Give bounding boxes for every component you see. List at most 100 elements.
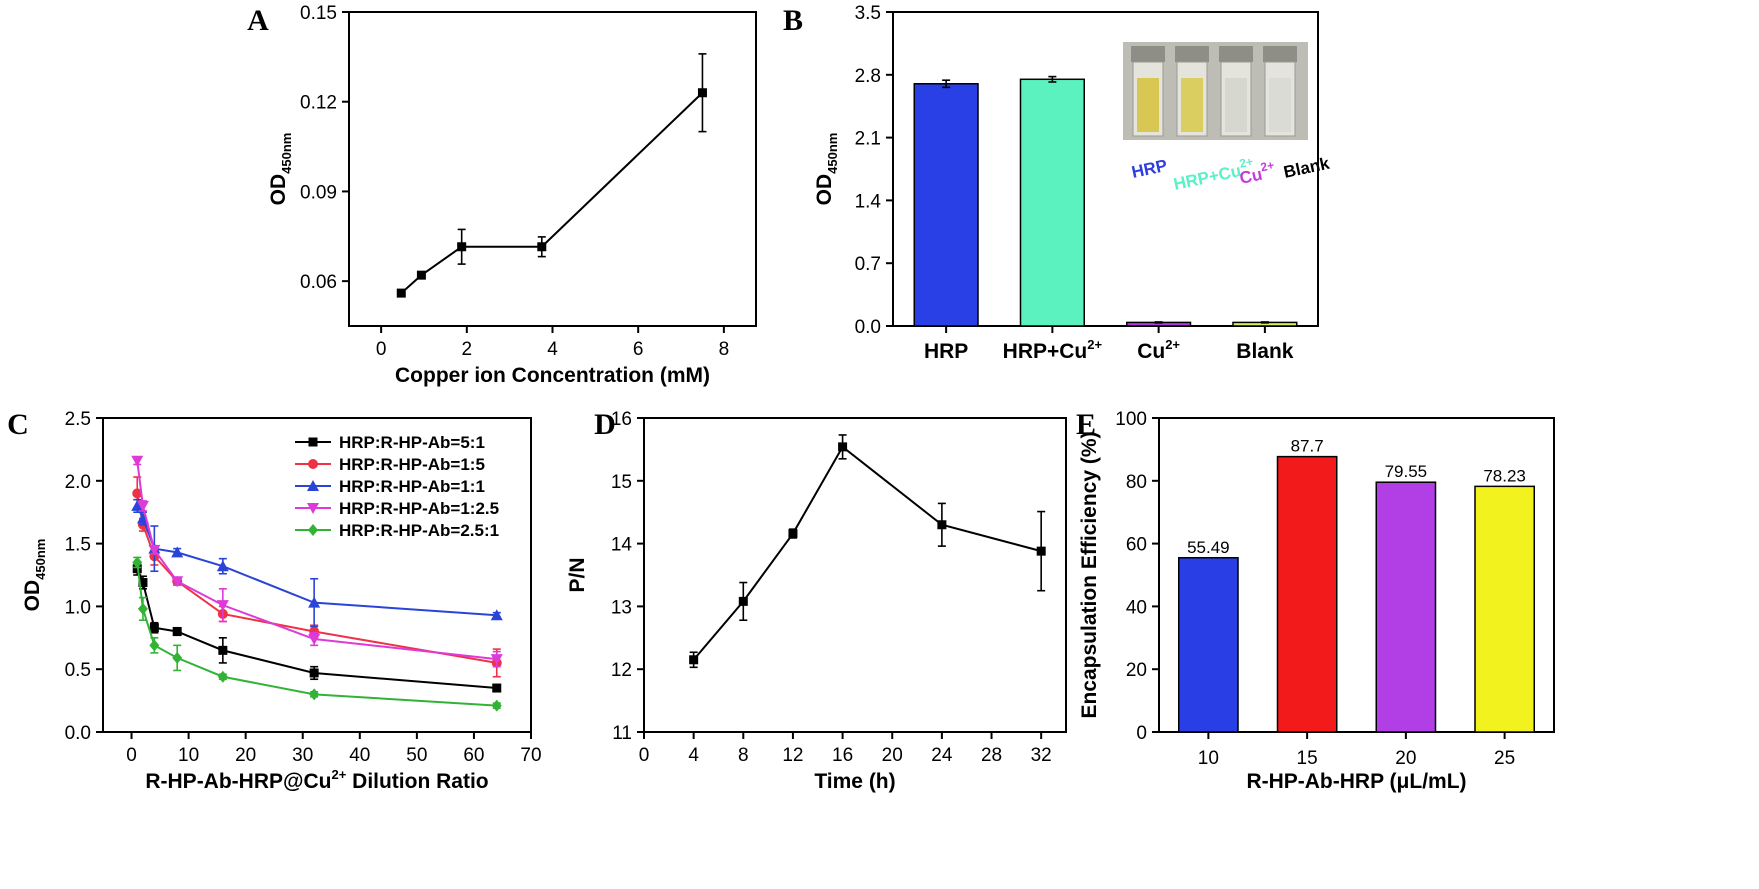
data-point <box>309 668 319 678</box>
x-tick-label: 16 <box>832 745 853 766</box>
y-tick-label: 14 <box>611 535 633 556</box>
data-point <box>132 556 143 569</box>
data-point <box>308 459 318 469</box>
data-point <box>136 500 149 512</box>
bar <box>1019 78 1085 327</box>
data-point <box>308 634 321 646</box>
legend-item: HRP:R-HP-Ab=2.5:1 <box>295 521 499 540</box>
data-point <box>689 655 699 665</box>
vial-liquid <box>1137 78 1159 132</box>
data-point <box>308 596 321 608</box>
data-point <box>838 442 848 452</box>
data-point <box>307 503 319 514</box>
vial-cap <box>1263 46 1297 62</box>
y-tick-label: 20 <box>1126 660 1147 681</box>
x-tick-label: 0 <box>126 745 137 766</box>
series-5 <box>132 556 502 712</box>
vial-liquid <box>1181 78 1203 132</box>
series-1 <box>396 53 707 298</box>
data-point <box>216 560 229 572</box>
y-tick-label: 0.0 <box>65 723 91 744</box>
data-point <box>490 609 503 621</box>
y-tick-label: 0.09 <box>300 182 337 203</box>
x-tick-label: 8 <box>738 745 749 766</box>
y-tick-label: 0.12 <box>300 93 337 114</box>
y-axis-label: Encapsulation Efficiency (%) <box>1078 431 1101 718</box>
data-point <box>137 602 148 615</box>
x-tick-label: 15 <box>1297 748 1318 769</box>
bar-value-label: 78.23 <box>1483 466 1526 485</box>
bar <box>913 83 979 327</box>
panel-letter: B <box>783 4 803 37</box>
x-tick-label: 20 <box>235 745 256 766</box>
y-tick-label: 2.8 <box>855 66 881 87</box>
data-point <box>1036 546 1046 556</box>
data-point <box>309 688 320 701</box>
data-point <box>396 288 406 298</box>
panel-e: E 0 20 40 60 80 100 Encapsulation Efficiency (%… <box>1076 408 1555 793</box>
x-tick-label: 4 <box>547 339 558 360</box>
data-point <box>307 480 319 491</box>
data-point <box>172 627 182 637</box>
legend-item: HRP:R-HP-Ab=1:1 <box>295 477 485 496</box>
x-tick-label: HRP+Cu2+ <box>1003 337 1103 363</box>
data-point <box>308 437 318 447</box>
legend-label: HRP:R-HP-Ab=1:5 <box>339 455 485 474</box>
panel-a: A 0.06 0.09 0.12 0.15 0 2 4 6 8 Copper ion Concent… <box>247 3 757 387</box>
panel-d: D 11 12 13 14 15 16 0 4 8 12 16 20 24 28 32 Time (h) P/N <box>566 408 1067 793</box>
y-tick-label: 1.5 <box>65 535 91 556</box>
data-point <box>216 600 229 612</box>
plot-frame <box>102 417 532 733</box>
bar <box>1375 481 1437 733</box>
y-tick-label: 3.5 <box>855 3 881 24</box>
panel-letter: E <box>1076 408 1096 441</box>
panel-letter: A <box>247 4 269 37</box>
data-point <box>491 699 502 712</box>
y-tick-label: 0.15 <box>300 3 337 24</box>
vial-cap <box>1131 46 1165 62</box>
x-tick-label: 6 <box>633 339 644 360</box>
plot-frame <box>348 11 757 327</box>
y-tick-label: 0.5 <box>65 660 91 681</box>
y-tick-label: 11 <box>612 723 632 744</box>
x-tick-label: 8 <box>719 339 730 360</box>
series-1 <box>689 434 1046 669</box>
plot-frame <box>892 11 1319 327</box>
x-tick-label: 10 <box>178 745 199 766</box>
y-tick-label: 40 <box>1126 597 1147 618</box>
inset-label: Cu2+ <box>1237 158 1277 188</box>
y-tick-label: 1.0 <box>65 597 91 618</box>
vial-cap <box>1219 46 1253 62</box>
bar-value-label: 87.7 <box>1291 437 1324 456</box>
vial-liquid <box>1269 78 1291 132</box>
y-tick-label: 2.5 <box>65 409 91 430</box>
x-tick-label: Cu2+ <box>1137 337 1180 363</box>
data-point <box>149 639 160 652</box>
y-tick-label: 60 <box>1126 535 1147 556</box>
data-point <box>457 242 467 252</box>
x-tick-label: 20 <box>882 745 903 766</box>
x-tick-label: 0 <box>639 745 650 766</box>
legend-item: HRP:R-HP-Ab=1:2.5 <box>295 499 499 518</box>
data-point <box>537 242 547 252</box>
inset-label: HRP <box>1130 156 1169 182</box>
legend-label: HRP:R-HP-Ab=1:1 <box>339 477 485 496</box>
x-axis-label: R-HP-Ab-HRP@Cu2+ Dilution Ratio <box>145 767 488 793</box>
x-tick-label: 40 <box>349 745 370 766</box>
x-tick-label: 50 <box>406 745 427 766</box>
legend-label: HRP:R-HP-Ab=2.5:1 <box>339 521 499 540</box>
data-point <box>490 654 503 666</box>
y-tick-label: 2.0 <box>65 472 91 493</box>
y-axis-label: OD450nm <box>813 133 840 206</box>
data-point <box>149 623 159 633</box>
y-tick-label: 15 <box>611 472 632 493</box>
y-tick-label: 0.06 <box>300 272 337 293</box>
series-line <box>692 445 1042 661</box>
data-point <box>131 499 144 511</box>
x-tick-label: 10 <box>1198 748 1219 769</box>
inset-photo <box>1123 42 1308 140</box>
x-axis-label: Copper ion Concentration (mM) <box>395 364 710 387</box>
y-tick-label: 80 <box>1126 472 1147 493</box>
bar <box>1178 557 1239 733</box>
